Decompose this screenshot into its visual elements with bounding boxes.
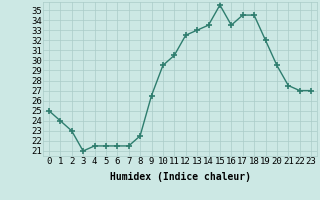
X-axis label: Humidex (Indice chaleur): Humidex (Indice chaleur): [109, 172, 251, 182]
